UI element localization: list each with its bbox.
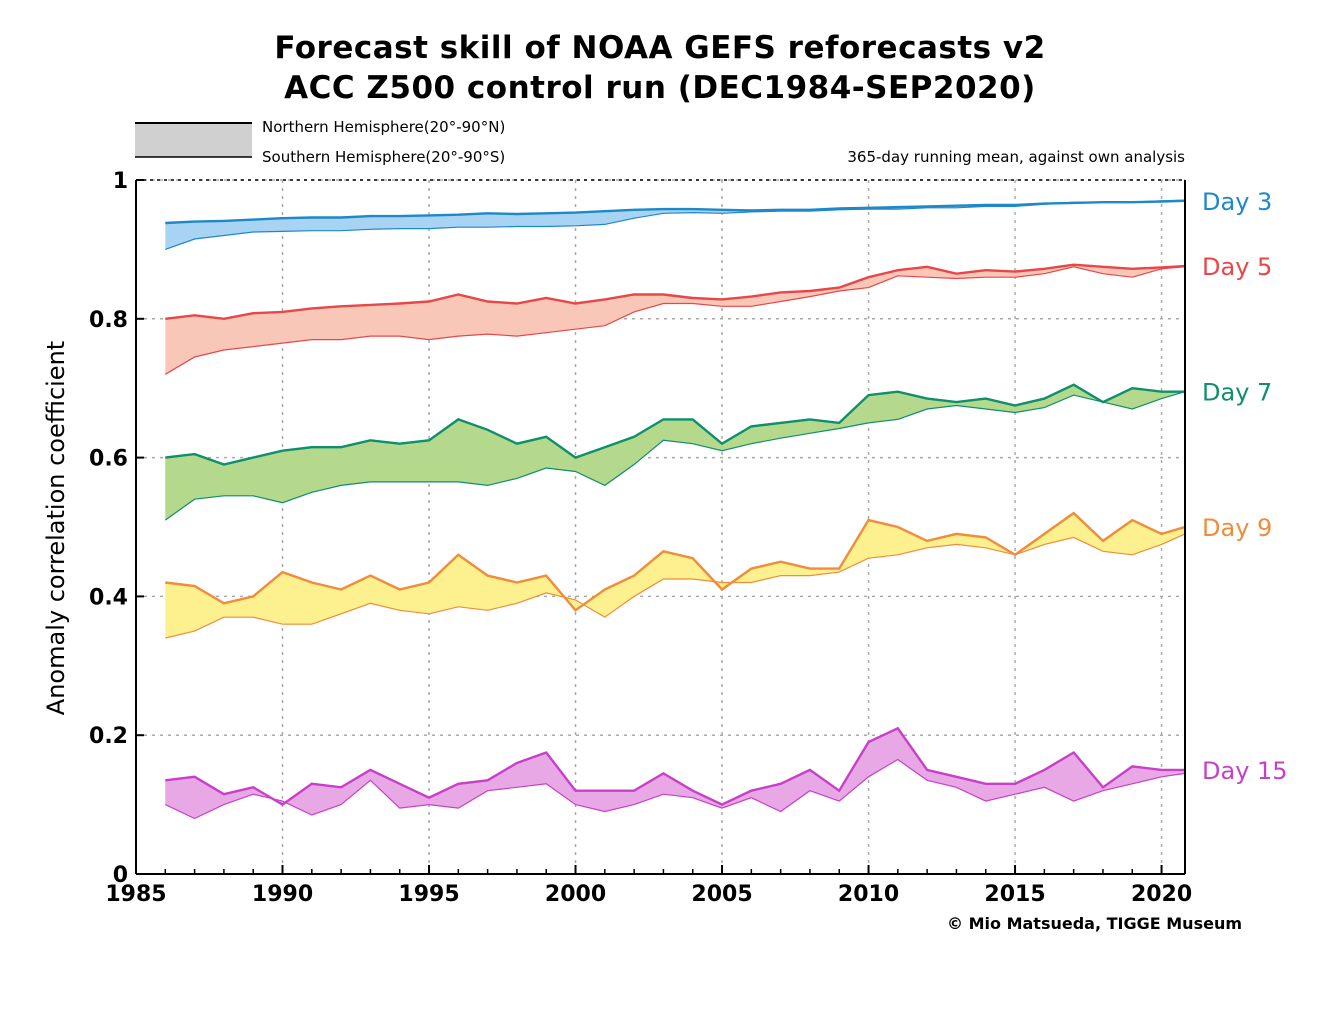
nh-line-day-5 <box>165 263 1186 321</box>
x-tick-label: 1995 <box>398 882 459 907</box>
sh-line-day-7 <box>164 391 1186 521</box>
sh-line-day-3 <box>165 199 1186 250</box>
y-tick-label: 0.6 <box>89 447 128 472</box>
x-tick-label: 1990 <box>252 882 313 907</box>
series-label-day-5: Day 5 <box>1202 253 1272 281</box>
gridlines <box>136 179 1185 874</box>
band-day-7 <box>165 384 1186 521</box>
series-label-day-3: Day 3 <box>1202 188 1272 216</box>
sh-line-day-9 <box>165 533 1186 639</box>
x-tick-label: 2015 <box>984 882 1045 907</box>
series-label-day-15: Day 15 <box>1202 757 1288 785</box>
sh-line-day-15 <box>165 758 1186 820</box>
nh-line-day-15 <box>165 726 1185 807</box>
series-bands <box>164 199 1186 820</box>
y-tick-label: 0 <box>113 863 128 888</box>
nh-line-day-3 <box>165 199 1186 225</box>
band-day-9 <box>165 513 1186 638</box>
y-axis-label: Anomaly correlation coefficient <box>42 341 70 715</box>
legend-sh-label: Southern Hemisphere(20°-90°S) <box>262 148 505 166</box>
band-day-15 <box>165 728 1186 819</box>
y-tick-label: 0.8 <box>89 308 128 333</box>
x-tick-label: 1985 <box>105 882 166 907</box>
y-tick-label: 0.2 <box>89 724 128 749</box>
x-tick-label: 2005 <box>691 882 752 907</box>
x-tick-label: 2010 <box>838 882 899 907</box>
axes: 0 0.2 0.4 0.6 0.8 1 1985 1990 1995 2000 2005 2010 20… <box>89 169 1192 907</box>
y-tick-label: 1 <box>113 169 128 194</box>
credit-text: © Mio Matsueda, TIGGE Museum <box>947 914 1242 933</box>
y-tick-label: 0.4 <box>89 585 128 610</box>
series-label-day-9: Day 9 <box>1202 514 1272 542</box>
band-day-3 <box>165 200 1186 250</box>
chart-title: Forecast skill of NOAA GEFS reforecasts … <box>274 30 1046 66</box>
series-labels: Day 3 Day 5 Day 7 Day 9 Day 15 <box>1202 188 1288 785</box>
series-label-day-7: Day 7 <box>1202 379 1272 407</box>
x-tick-label: 2000 <box>545 882 606 907</box>
legend-sh-swatch <box>135 124 252 157</box>
x-tick-label: 2020 <box>1131 882 1192 907</box>
nh-line-day-9 <box>165 511 1186 612</box>
chart-note: 365-day running mean, against own analys… <box>847 148 1185 166</box>
legend-nh-label: Northern Hemisphere(20°-90°N) <box>262 118 505 136</box>
sh-line-day-5 <box>164 266 1186 375</box>
nh-line-day-7 <box>165 383 1185 466</box>
band-day-5 <box>165 264 1186 375</box>
chart-subtitle: ACC Z500 control run (DEC1984-SEP2020) <box>284 70 1036 106</box>
legend: Northern Hemisphere(20°-90°N) Southern H… <box>135 118 505 166</box>
